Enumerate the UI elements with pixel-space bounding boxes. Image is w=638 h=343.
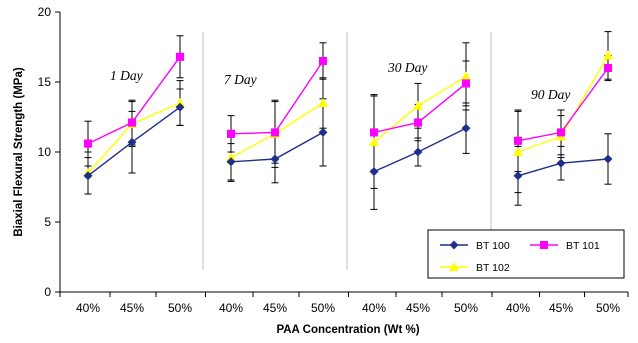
axis-ticks: 0 5 10 15 20 40% 45% 50% 40% 45% 50% 40% 45% 50% 40% 45… bbox=[38, 5, 629, 315]
legend-swatch-marker bbox=[448, 261, 460, 271]
y-tick-label: 5 bbox=[44, 215, 51, 229]
data-point-bt-101 bbox=[461, 79, 471, 88]
data-point-bt-100 bbox=[127, 137, 137, 147]
panel-1 bbox=[82, 35, 186, 195]
data-point-bt-101 bbox=[318, 56, 328, 66]
x-tick-label: 50% bbox=[596, 301, 620, 315]
data-point-bt-100 bbox=[513, 171, 523, 181]
x-tick-label: 40% bbox=[362, 301, 386, 315]
y-tick-label: 20 bbox=[38, 5, 52, 19]
panel-label-2: 7 Day bbox=[224, 72, 257, 87]
y-tick-label: 15 bbox=[38, 75, 52, 89]
data-point-bt-102 bbox=[368, 137, 380, 147]
data-point-bt-102 bbox=[317, 97, 329, 107]
data-point-bt-101 bbox=[513, 136, 523, 145]
data-point-bt-100 bbox=[413, 147, 423, 157]
legend-label: BT 101 bbox=[566, 240, 600, 252]
data-point-bt-101 bbox=[413, 118, 423, 127]
series-line-bt-102 bbox=[87, 102, 181, 174]
data-point-bt-101 bbox=[83, 139, 93, 148]
data-point-bt-102 bbox=[412, 100, 424, 110]
legend-item-bt-100: BT 100 bbox=[440, 240, 510, 252]
data-point-bt-100 bbox=[226, 157, 236, 167]
data-point-bt-101 bbox=[270, 128, 280, 137]
data-point-bt-101 bbox=[127, 118, 137, 127]
data-point-bt-100 bbox=[369, 167, 379, 177]
data-point-bt-101 bbox=[226, 129, 236, 138]
data-point-bt-102 bbox=[512, 146, 524, 156]
x-axis-title: PAA Concentration (Wt %) bbox=[276, 324, 419, 336]
data-point-bt-100 bbox=[603, 154, 613, 164]
x-tick-label: 50% bbox=[454, 301, 478, 315]
y-axis-title: Biaxial Flexural Strength (MPa) bbox=[13, 67, 25, 237]
panel-2 bbox=[225, 42, 329, 184]
legend-item-bt-102: BT 102 bbox=[440, 261, 510, 274]
data-point-bt-100 bbox=[318, 127, 328, 137]
x-tick-label: 45% bbox=[263, 301, 287, 315]
data-point-bt-102 bbox=[602, 50, 614, 60]
x-tick-label: 45% bbox=[120, 301, 144, 315]
data-point-bt-100 bbox=[83, 171, 93, 181]
data-point-bt-101 bbox=[369, 128, 379, 137]
x-tick-label: 40% bbox=[76, 301, 100, 315]
x-tick-label: 50% bbox=[168, 301, 192, 315]
legend-label: BT 100 bbox=[476, 240, 510, 252]
data-point-bt-100 bbox=[270, 154, 280, 164]
legend-box bbox=[427, 229, 625, 279]
data-series bbox=[82, 31, 614, 210]
panel-label-4: 90 Day bbox=[531, 87, 570, 102]
legend: BT 100 BT 101 BT 102 bbox=[427, 229, 625, 279]
panel-label-3: 30 Day bbox=[387, 60, 427, 75]
legend-swatch-marker bbox=[449, 240, 459, 250]
x-tick-label: 45% bbox=[406, 301, 430, 315]
data-point-bt-100 bbox=[461, 123, 471, 133]
panel-labels: 1 Day 7 Day 30 Day 90 Day bbox=[110, 60, 570, 102]
data-point-bt-102 bbox=[460, 71, 472, 81]
data-point-bt-101 bbox=[175, 52, 185, 61]
panel-3 bbox=[368, 42, 472, 210]
x-tick-label: 40% bbox=[219, 301, 243, 315]
legend-item-bt-101: BT 101 bbox=[530, 240, 600, 252]
x-tick-label: 45% bbox=[549, 301, 573, 315]
data-point-bt-100 bbox=[556, 158, 566, 168]
x-tick-label: 40% bbox=[506, 301, 530, 315]
x-tick-label: 50% bbox=[311, 301, 335, 315]
panel-4 bbox=[512, 31, 614, 206]
data-point-bt-101 bbox=[556, 128, 566, 137]
panel-label-1: 1 Day bbox=[110, 68, 143, 83]
y-tick-label: 10 bbox=[38, 145, 52, 159]
data-point-bt-100 bbox=[175, 102, 185, 112]
y-tick-label: 0 bbox=[44, 285, 51, 299]
data-point-bt-101 bbox=[603, 63, 613, 73]
legend-label: BT 102 bbox=[476, 262, 510, 274]
legend-swatch-marker bbox=[539, 240, 549, 250]
